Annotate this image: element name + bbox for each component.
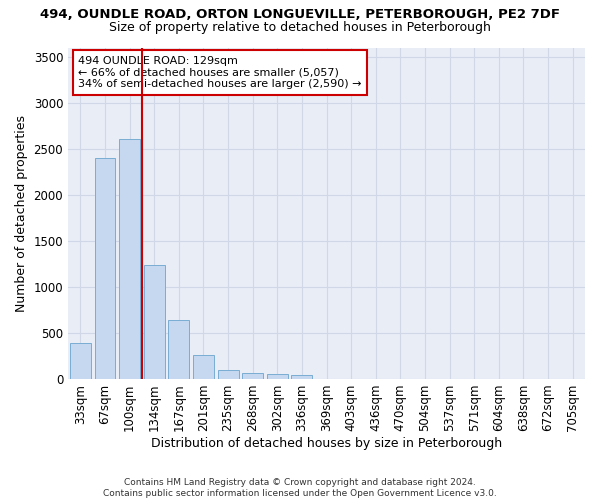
Text: Contains HM Land Registry data © Crown copyright and database right 2024.
Contai: Contains HM Land Registry data © Crown c… <box>103 478 497 498</box>
Text: 494, OUNDLE ROAD, ORTON LONGUEVILLE, PETERBOROUGH, PE2 7DF: 494, OUNDLE ROAD, ORTON LONGUEVILLE, PET… <box>40 8 560 20</box>
Bar <box>193 356 214 379</box>
Bar <box>292 375 313 379</box>
Bar <box>144 265 164 379</box>
X-axis label: Distribution of detached houses by size in Peterborough: Distribution of detached houses by size … <box>151 437 502 450</box>
Text: Size of property relative to detached houses in Peterborough: Size of property relative to detached ho… <box>109 21 491 34</box>
Bar <box>119 138 140 379</box>
Bar <box>242 374 263 379</box>
Y-axis label: Number of detached properties: Number of detached properties <box>15 114 28 312</box>
Text: 494 OUNDLE ROAD: 129sqm
← 66% of detached houses are smaller (5,057)
34% of semi: 494 OUNDLE ROAD: 129sqm ← 66% of detache… <box>79 56 362 89</box>
Bar <box>218 370 239 379</box>
Bar <box>267 374 288 379</box>
Bar <box>169 320 189 379</box>
Bar <box>70 343 91 379</box>
Bar <box>95 158 115 379</box>
